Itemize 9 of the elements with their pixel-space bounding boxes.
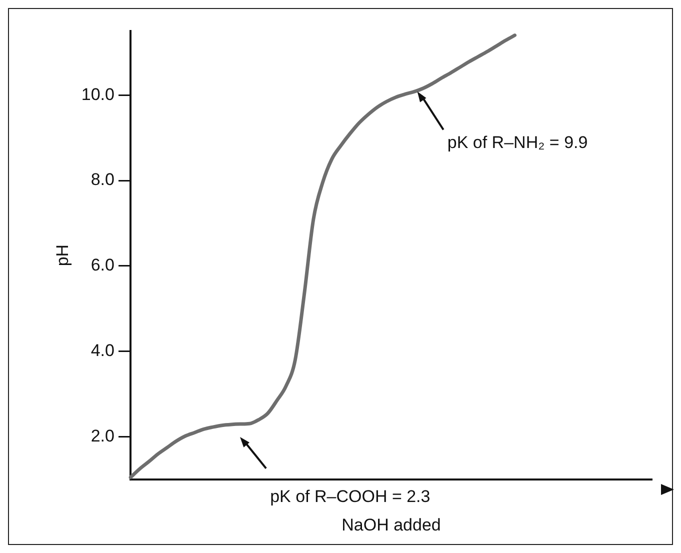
annotation: pK of R–NH₂ = 9.9 [447,132,588,152]
x-axis-title: NaOH added [342,515,441,534]
y-tick-label: 2.0 [90,426,114,446]
y-tick-label: 10.0 [81,84,114,104]
y-axis-title: pH [52,244,72,266]
text: pK of R–COOH = 2.3 [270,487,430,506]
y-tick-label: 6.0 [90,256,114,275]
y-tick-label: 8.0 [90,170,114,190]
y-tick-label: 4.0 [90,341,114,360]
